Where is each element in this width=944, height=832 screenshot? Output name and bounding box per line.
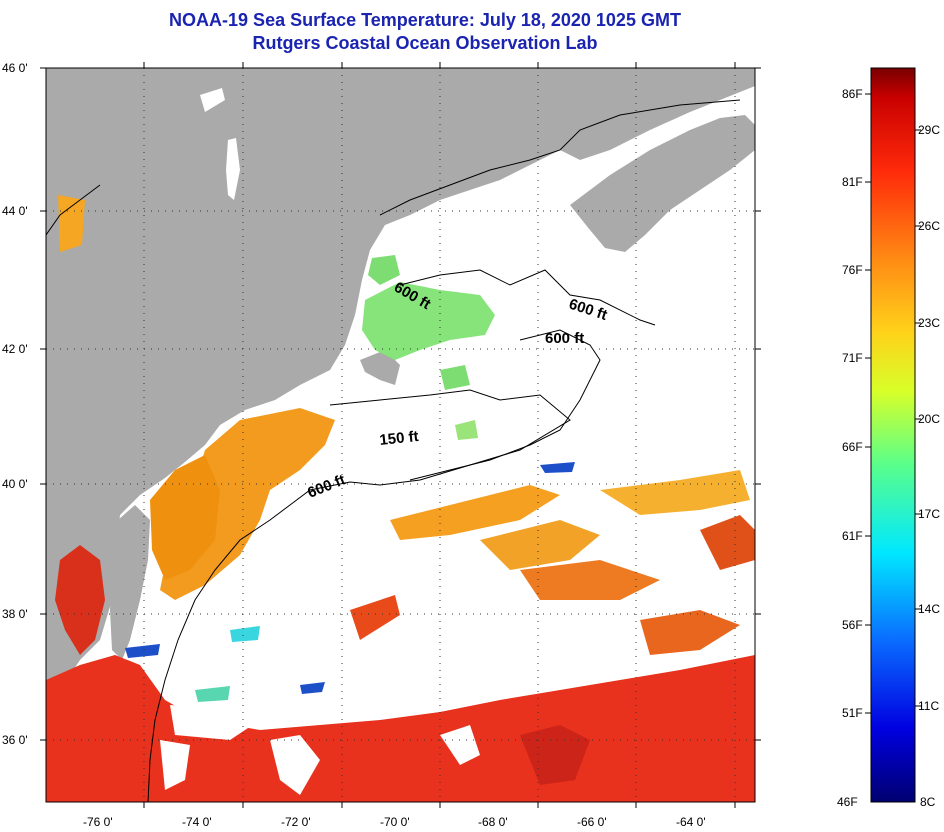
land-nova-scotia — [570, 115, 755, 252]
land-delmarva — [110, 505, 150, 660]
scale-f-61: 61F — [842, 529, 863, 543]
sst-patch-g — [700, 515, 755, 570]
lon-label-64: -64 0' — [676, 815, 706, 829]
scale-c-17: 17C — [918, 507, 940, 521]
sst-blue-b — [300, 682, 325, 694]
scale-f-56: 56F — [842, 618, 863, 632]
cloud-break-a — [170, 705, 260, 740]
sst-green-patch3 — [440, 365, 470, 390]
cloud-break-d — [160, 740, 190, 790]
scale-c-8: 8C — [920, 795, 936, 809]
scale-f-66: 66F — [842, 440, 863, 454]
cloud-break-c — [440, 725, 480, 765]
sst-patch-e — [640, 610, 740, 655]
sst-patch-a — [390, 485, 560, 540]
land-mainland — [46, 68, 755, 700]
scale-c-26: 26C — [918, 219, 940, 233]
contour-label-600-georges: 600 ft — [545, 330, 584, 347]
scale-c-20: 20C — [918, 412, 940, 426]
contour-150ft — [147, 389, 571, 802]
land-cape-cod — [360, 350, 400, 385]
scale-c-14: 14C — [918, 602, 940, 616]
lon-label-70: -70 0' — [380, 815, 410, 829]
scale-f-46: 46F — [837, 795, 858, 809]
scale-c-11: 11C — [918, 699, 939, 713]
contour-600ft — [399, 269, 656, 481]
sst-blue-c — [540, 462, 575, 473]
scale-f-51: 51F — [842, 706, 863, 720]
sst-blue-a — [125, 644, 160, 658]
lon-label-74: -74 0' — [182, 815, 212, 829]
contour-label-150: 150 ft — [379, 428, 420, 449]
sst-patch-d — [350, 595, 400, 640]
map-border — [45, 67, 756, 803]
lat-label-40: 40 0' — [2, 477, 28, 491]
colorbar-ticks — [865, 93, 921, 714]
scale-f-71: 71F — [842, 351, 863, 365]
lat-label-46: 46 0' — [2, 61, 28, 75]
scale-c-29: 29C — [918, 123, 940, 137]
sst-red-chesapeake — [55, 545, 105, 655]
map-subtitle: Rutgers Coastal Ocean Observation Lab — [252, 33, 598, 53]
sst-green-patch4 — [455, 420, 478, 440]
lake-ontario-edge — [58, 195, 85, 252]
lake-champlain — [226, 138, 240, 200]
map-title: NOAA-19 Sea Surface Temperature: July 18… — [169, 10, 681, 30]
lake-small — [200, 88, 225, 112]
sst-cyan-a — [230, 626, 260, 642]
scale-c-23: 23C — [918, 316, 940, 330]
lat-label-38: 38 0' — [2, 607, 28, 621]
lon-label-66: -66 0' — [577, 815, 607, 829]
cloud-break-b — [270, 735, 320, 795]
lat-label-42: 42 0' — [2, 342, 28, 356]
sst-patch-c — [600, 470, 750, 515]
coastline-east — [46, 99, 741, 236]
lat-label-36: 36 0' — [2, 733, 28, 747]
lon-label-72: -72 0' — [281, 815, 311, 829]
lat-label-44: 44 0' — [2, 204, 28, 218]
sst-cyan-b — [195, 686, 230, 702]
sst-patch-b — [480, 520, 600, 570]
scale-f-81: 81F — [842, 175, 863, 189]
sst-green-gom1 — [362, 282, 495, 360]
temperature-colorbar — [870, 67, 916, 803]
sst-green-gom2 — [368, 255, 400, 285]
sst-orange-nj — [150, 455, 220, 580]
scale-f-76: 76F — [842, 263, 863, 277]
lon-label-76: -76 0' — [83, 815, 113, 829]
lon-label-68: -68 0' — [478, 815, 508, 829]
scale-f-86: 86F — [842, 87, 863, 101]
sst-patch-f — [520, 560, 660, 600]
axis-ticks — [40, 62, 761, 808]
